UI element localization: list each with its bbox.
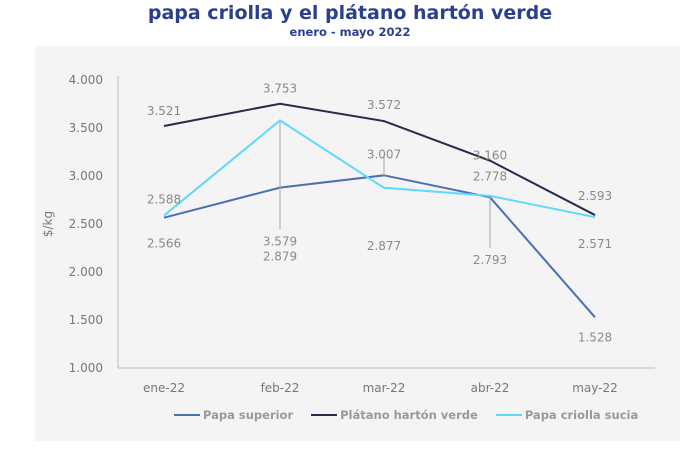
data-label: 3.753 <box>263 82 297 96</box>
data-label: 3.521 <box>147 104 181 118</box>
x-tick-label: mar-22 <box>363 381 406 395</box>
data-label: 3.579 <box>263 234 297 248</box>
data-label: 2.793 <box>473 253 507 267</box>
legend-swatch <box>311 414 338 416</box>
legend-swatch <box>174 414 200 416</box>
data-label: 2.566 <box>147 237 181 251</box>
legend-item: Plátano hartón verde <box>311 408 478 422</box>
chart-subtitle: enero - mayo 2022 <box>289 25 411 39</box>
legend-label: Papa superior <box>203 408 294 422</box>
data-label: 3.572 <box>367 98 401 112</box>
data-label: 1.528 <box>578 330 612 344</box>
legend-swatch <box>495 414 522 416</box>
data-label: 2.588 <box>147 193 181 207</box>
y-tick-label: 3.000 <box>69 169 103 183</box>
y-tick-label: 2.500 <box>69 217 103 231</box>
legend-label: Papa criolla sucia <box>524 408 639 422</box>
series-line-1 <box>163 102 596 216</box>
data-label: 3.007 <box>367 147 401 161</box>
data-label: 2.778 <box>473 169 507 183</box>
data-label: 2.593 <box>578 189 612 203</box>
data-label: 3.160 <box>473 149 507 163</box>
legend: Papa superior Plátano hartón verde Papa cr… <box>174 408 638 422</box>
chart-title: papa criolla y el plátano hartón verde <box>147 2 553 24</box>
data-label: 2.879 <box>263 250 297 264</box>
y-axis-label: $/kg <box>41 211 55 237</box>
y-tick-label: 4.000 <box>69 73 103 87</box>
x-tick-label: ene-22 <box>143 381 185 395</box>
legend-item: Papa superior <box>174 408 293 422</box>
series-line-2 <box>163 119 596 219</box>
y-tick-label: 1.500 <box>69 313 103 327</box>
x-tick-label: feb-22 <box>261 381 300 395</box>
x-tick-label: may-22 <box>572 381 618 395</box>
chart-panel <box>35 46 680 441</box>
y-tick-label: 3.500 <box>69 121 103 135</box>
legend-item: Papa criolla sucia <box>495 408 639 422</box>
y-tick-label: 2.000 <box>69 265 103 279</box>
legend-label: Plátano hartón verde <box>340 408 478 422</box>
x-tick-label: abr-22 <box>471 381 510 395</box>
data-label: 2.571 <box>578 237 612 251</box>
data-label: 2.877 <box>367 239 401 253</box>
y-tick-label: 1.000 <box>69 361 103 375</box>
